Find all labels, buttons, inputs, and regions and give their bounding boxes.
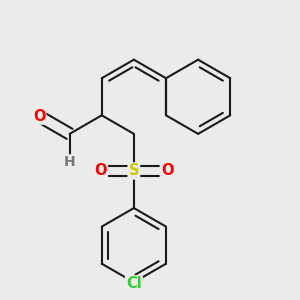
Text: H: H xyxy=(64,155,75,169)
Text: O: O xyxy=(33,109,45,124)
Text: Cl: Cl xyxy=(126,276,142,291)
Text: O: O xyxy=(94,164,107,178)
Text: O: O xyxy=(161,164,173,178)
Text: S: S xyxy=(129,164,139,178)
